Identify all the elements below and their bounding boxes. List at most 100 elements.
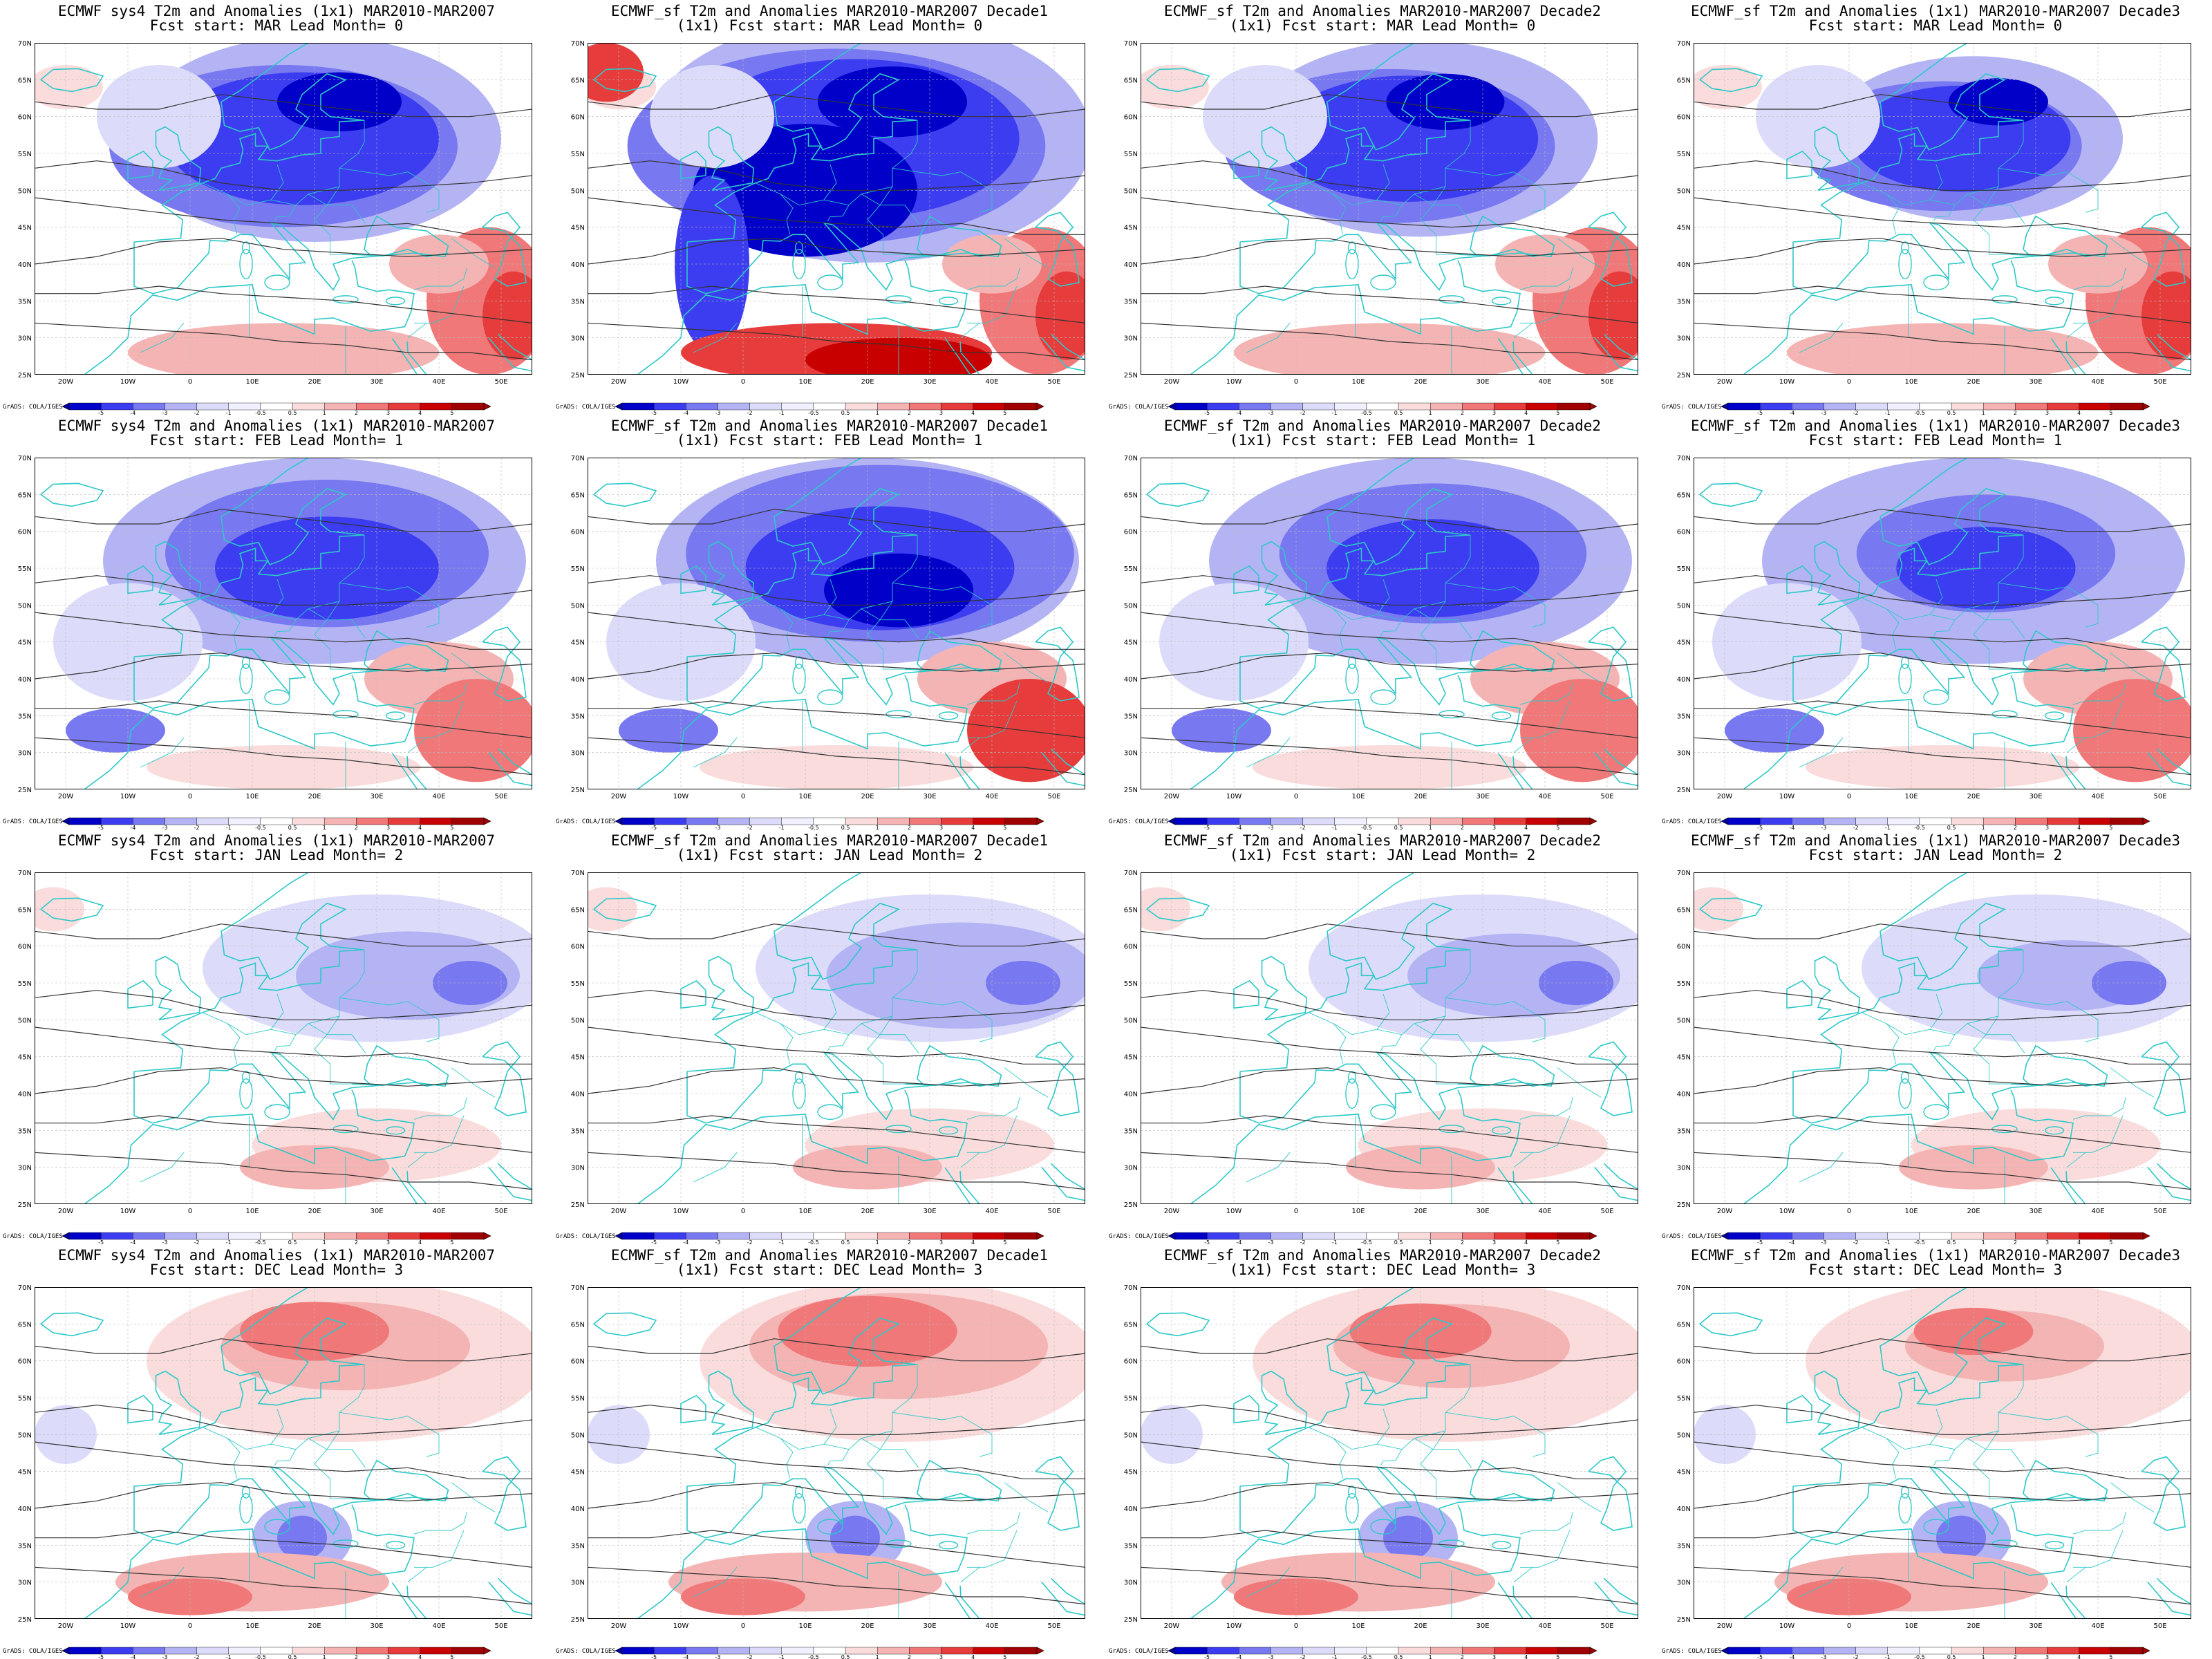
colorbar-swatch — [686, 402, 718, 411]
country-border — [1414, 194, 1472, 224]
colorbar-label: -2 — [747, 825, 753, 830]
country-border — [1861, 1012, 1900, 1065]
temperature-contour — [1141, 238, 1638, 265]
map-axes: 20W 10W 0 10E 20E 30E 40E 50E 70N 65N 60N 55N 50N 45N… — [18, 870, 508, 1215]
lat-tick-label: 30N — [1124, 1165, 1138, 1172]
temperature-contour — [35, 1338, 532, 1362]
colorbar-swatch — [2015, 1232, 2047, 1240]
map-panel: ECMWF_sf T2m and Anomalies MAR2010-MAR20… — [1106, 830, 1659, 1244]
temperature-contour — [588, 285, 1085, 324]
colorbar-swatch — [1887, 817, 1920, 825]
coastline-britain — [708, 541, 755, 606]
lat-tick-label: 35N — [1677, 1542, 1691, 1550]
lon-tick-label: 10E — [245, 378, 259, 386]
colorbar-label: 1 — [1429, 1654, 1432, 1659]
lon-tick-label: 0 — [741, 1622, 745, 1630]
colorbar-label: -0.5 — [1914, 1654, 1925, 1659]
colorbar: -5 -4 -3 -2 -1 -0.5 0.5 1 2 3 4 5 — [1168, 1647, 1597, 1659]
temperature-contour — [35, 990, 532, 1020]
country-border — [1380, 205, 1403, 222]
coastline-britain — [155, 541, 202, 606]
panel-title: ECMWF sys4 T2m and Anomalies (1x1) MAR20… — [57, 3, 496, 19]
colorbar-label: -0.5 — [1914, 825, 1925, 830]
lon-tick-label: 30E — [923, 378, 936, 386]
country-border — [827, 205, 850, 222]
coastline-black-sea-south — [2010, 248, 2108, 258]
country-border — [879, 1015, 893, 1035]
lon-tick-label: 0 — [188, 378, 192, 386]
colorbar-label: 0.5 — [841, 410, 850, 415]
temperature-contour — [35, 1405, 532, 1435]
coastline-north-africa — [1743, 1089, 2074, 1204]
lon-tick-label: 0 — [741, 378, 745, 386]
colorbar-label: 3 — [1492, 410, 1496, 415]
lat-tick-label: 55N — [571, 980, 585, 988]
colorbar-swatch — [1174, 1232, 1208, 1240]
colorbar-swatch — [1206, 1647, 1239, 1655]
lat-tick-label: 25N — [571, 1616, 585, 1624]
temperature-contour — [1694, 700, 2191, 738]
lat-tick-label: 25N — [1124, 372, 1138, 379]
lat-tick-label: 70N — [1124, 870, 1138, 877]
temperature-contour — [1694, 1027, 2191, 1065]
coastline-island — [1991, 710, 2018, 719]
lat-tick-label: 60N — [1677, 1358, 1691, 1366]
colorbar-swatch — [1494, 817, 1526, 825]
country-border — [414, 700, 465, 738]
colorbar-label: -1 — [1885, 1239, 1891, 1244]
coastline-island — [1900, 1485, 1910, 1499]
lat-tick-label: 40N — [18, 261, 32, 269]
colorbar-swatch — [1983, 1647, 2016, 1655]
lon-tick-label: 50E — [494, 1622, 507, 1630]
lat-tick-label: 35N — [571, 298, 585, 306]
temperature-contour — [1694, 160, 2191, 191]
anomaly-region — [1787, 1578, 1911, 1615]
colorbar-swatch — [451, 402, 485, 411]
colorbar-label: -0.5 — [1361, 825, 1372, 830]
colorbar-label: 1 — [1982, 1239, 1985, 1244]
lon-tick-label: 40E — [1538, 378, 1551, 386]
temperature-contour — [588, 509, 1085, 532]
lat-tick-label: 55N — [1124, 565, 1138, 573]
coastline-persian-gulf — [1041, 748, 1085, 787]
colorbar-label: 0.5 — [1947, 410, 1956, 415]
anomaly-map — [35, 872, 532, 1204]
country-border — [1933, 205, 1956, 222]
lat-tick-label: 50N — [1677, 187, 1691, 195]
coastline-northern-europe — [1792, 872, 2024, 1072]
country-border — [274, 1034, 297, 1051]
temperature-contour — [35, 322, 532, 361]
lon-tick-label: 50E — [494, 378, 507, 386]
map-axes: 20W 10W 0 10E 20E 30E 40E 50E 70N 65N 60N 55N 50N 45N… — [571, 40, 1061, 386]
colorbar-swatch — [133, 1647, 165, 1655]
coastline-black-sea-south — [1457, 248, 1555, 258]
lon-tick-label: 30E — [2029, 378, 2042, 386]
colorbar-swatch — [653, 402, 686, 411]
coastline-island — [794, 1485, 804, 1499]
coastline-britain — [1261, 1370, 1308, 1436]
country-border — [966, 268, 1020, 290]
coastline-northern-europe — [133, 872, 365, 1072]
colorbar-label: -2 — [1300, 410, 1306, 415]
colorbar-swatch — [100, 817, 133, 825]
country-border — [2072, 682, 2126, 705]
coastline-black-sea-south — [904, 663, 1002, 673]
country-border — [1520, 285, 1571, 324]
colorbar-swatch — [292, 817, 325, 825]
colorbar-swatch — [1727, 402, 1761, 411]
country-border — [967, 285, 1018, 324]
lon-tick-label: 10E — [1904, 378, 1918, 386]
grads-credit: GrADS: COLA/IGES — [3, 404, 63, 411]
country-border — [1985, 1430, 1999, 1450]
anomaly-map — [1694, 43, 2191, 375]
coastline-island — [264, 1519, 290, 1535]
coastline-red-sea — [391, 338, 428, 375]
coastline-black-sea-south — [351, 248, 449, 258]
colorbar-arrow-right — [483, 1232, 491, 1240]
coastline-northern-europe — [1239, 1287, 1471, 1487]
country-border — [202, 597, 241, 650]
coastline-island — [241, 241, 251, 254]
colorbar-swatch — [1206, 402, 1239, 411]
lon-tick-label: 20W — [611, 378, 627, 386]
lat-tick-label: 40N — [571, 1506, 585, 1513]
